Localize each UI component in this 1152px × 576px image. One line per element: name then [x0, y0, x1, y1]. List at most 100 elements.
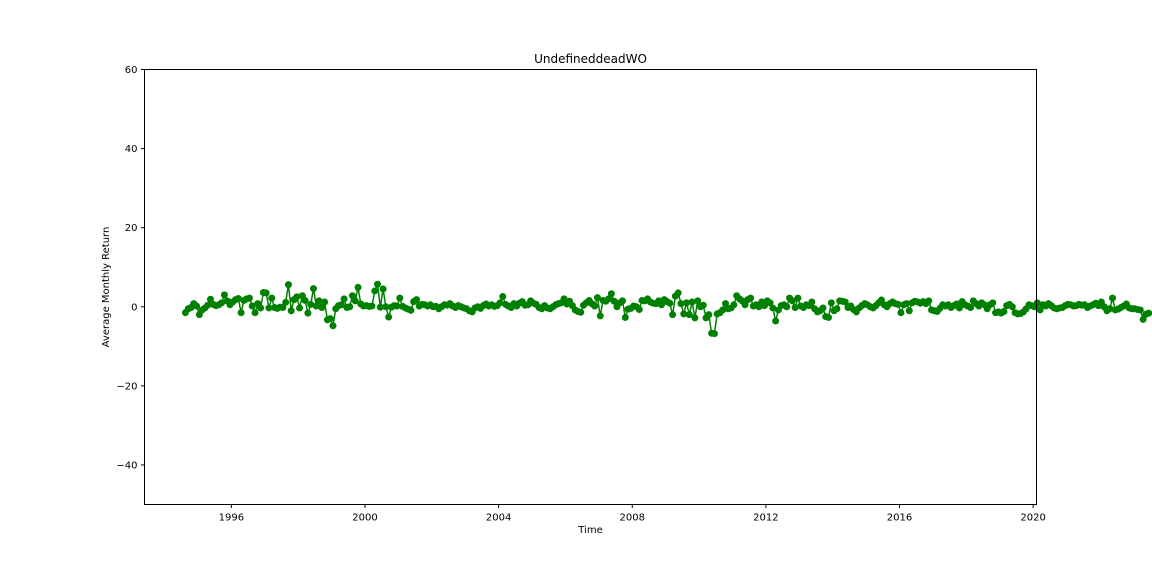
data-point — [385, 313, 393, 321]
data-point — [819, 304, 827, 312]
data-point — [206, 295, 214, 303]
data-point — [685, 311, 693, 319]
data-point — [1139, 315, 1147, 323]
x-axis: 1996 2000 2004 2008 2012 2016 2020 — [219, 504, 1046, 524]
data-point — [382, 303, 390, 311]
data-point — [312, 302, 320, 310]
data-point — [791, 304, 799, 312]
data-point — [371, 287, 379, 295]
data-point — [560, 295, 568, 303]
data-point — [596, 312, 604, 320]
data-point — [368, 302, 376, 310]
data-point — [989, 299, 997, 307]
y-axis: −40 −20 0 20 40 60 — [116, 65, 145, 471]
data-point — [680, 310, 688, 318]
data-point — [351, 297, 359, 305]
data-point — [326, 315, 334, 323]
data-point — [346, 303, 354, 311]
data-point — [769, 304, 777, 312]
data-point — [621, 313, 629, 321]
data-point — [1000, 308, 1008, 316]
x-tick-label: 2000 — [352, 513, 377, 524]
data-point — [396, 294, 404, 302]
data-point — [304, 309, 312, 317]
data-point — [674, 289, 682, 297]
data-point — [677, 300, 685, 308]
data-point — [657, 301, 665, 309]
data-point — [354, 283, 362, 291]
x-tick-label: 2012 — [753, 513, 778, 524]
data-point — [1033, 299, 1041, 307]
data-point — [699, 301, 707, 309]
data-point — [897, 309, 905, 317]
data-point — [955, 304, 963, 312]
data-point — [376, 303, 384, 311]
data-point — [340, 295, 348, 303]
y-tick-label: 40 — [125, 144, 138, 155]
data-point — [669, 311, 677, 319]
data-point — [282, 298, 290, 306]
data-point — [268, 294, 276, 302]
data-point — [902, 300, 910, 308]
x-tick-label: 2008 — [620, 513, 645, 524]
data-point — [393, 302, 401, 310]
data-point — [688, 298, 696, 306]
data-point — [296, 304, 304, 312]
y-tick-label: 20 — [125, 223, 138, 234]
data-point — [766, 299, 774, 307]
data-point — [257, 304, 265, 312]
data-point — [683, 299, 691, 307]
data-point — [705, 311, 713, 319]
data-point — [747, 294, 755, 302]
data-point — [315, 297, 323, 305]
data-point — [610, 297, 618, 305]
data-point — [309, 285, 317, 293]
data-point — [262, 289, 270, 297]
data-point — [619, 297, 627, 305]
data-point — [218, 299, 226, 307]
x-tick-label: 2004 — [486, 513, 511, 524]
data-point — [691, 314, 699, 322]
data-point — [1109, 294, 1116, 302]
chart-title: UndefineddeadWO — [534, 52, 647, 66]
data-point — [607, 290, 615, 298]
series-layer — [181, 280, 1152, 338]
plot-frame — [144, 69, 1037, 505]
data-point — [284, 281, 292, 289]
data-point — [730, 301, 738, 309]
data-point — [666, 299, 674, 307]
data-point — [894, 300, 902, 308]
data-point — [1036, 306, 1044, 314]
data-point — [635, 306, 643, 314]
data-point — [710, 330, 718, 338]
data-point — [287, 307, 295, 315]
data-point — [374, 280, 382, 288]
data-point — [248, 302, 256, 310]
data-point — [293, 293, 301, 301]
data-point — [694, 297, 702, 305]
data-point — [967, 304, 975, 312]
y-tick-label: 0 — [131, 302, 137, 313]
data-point — [1106, 305, 1114, 313]
data-point — [741, 301, 749, 309]
data-point — [301, 296, 309, 304]
data-point — [788, 297, 796, 305]
data-point — [605, 295, 613, 303]
data-point — [265, 304, 273, 312]
x-tick-label: 1996 — [219, 513, 244, 524]
data-point — [234, 294, 242, 302]
y-tick-label: −20 — [116, 381, 137, 392]
data-point — [722, 300, 730, 308]
x-tick-label: 2016 — [887, 513, 912, 524]
data-point — [329, 322, 337, 330]
data-point — [220, 291, 228, 299]
data-point — [827, 299, 835, 307]
data-point — [905, 307, 913, 315]
data-point — [825, 313, 833, 321]
x-axis-label: Time — [577, 525, 602, 536]
data-point — [783, 303, 791, 311]
data-point — [279, 304, 287, 312]
data-point — [379, 285, 387, 293]
data-point — [1008, 303, 1016, 311]
